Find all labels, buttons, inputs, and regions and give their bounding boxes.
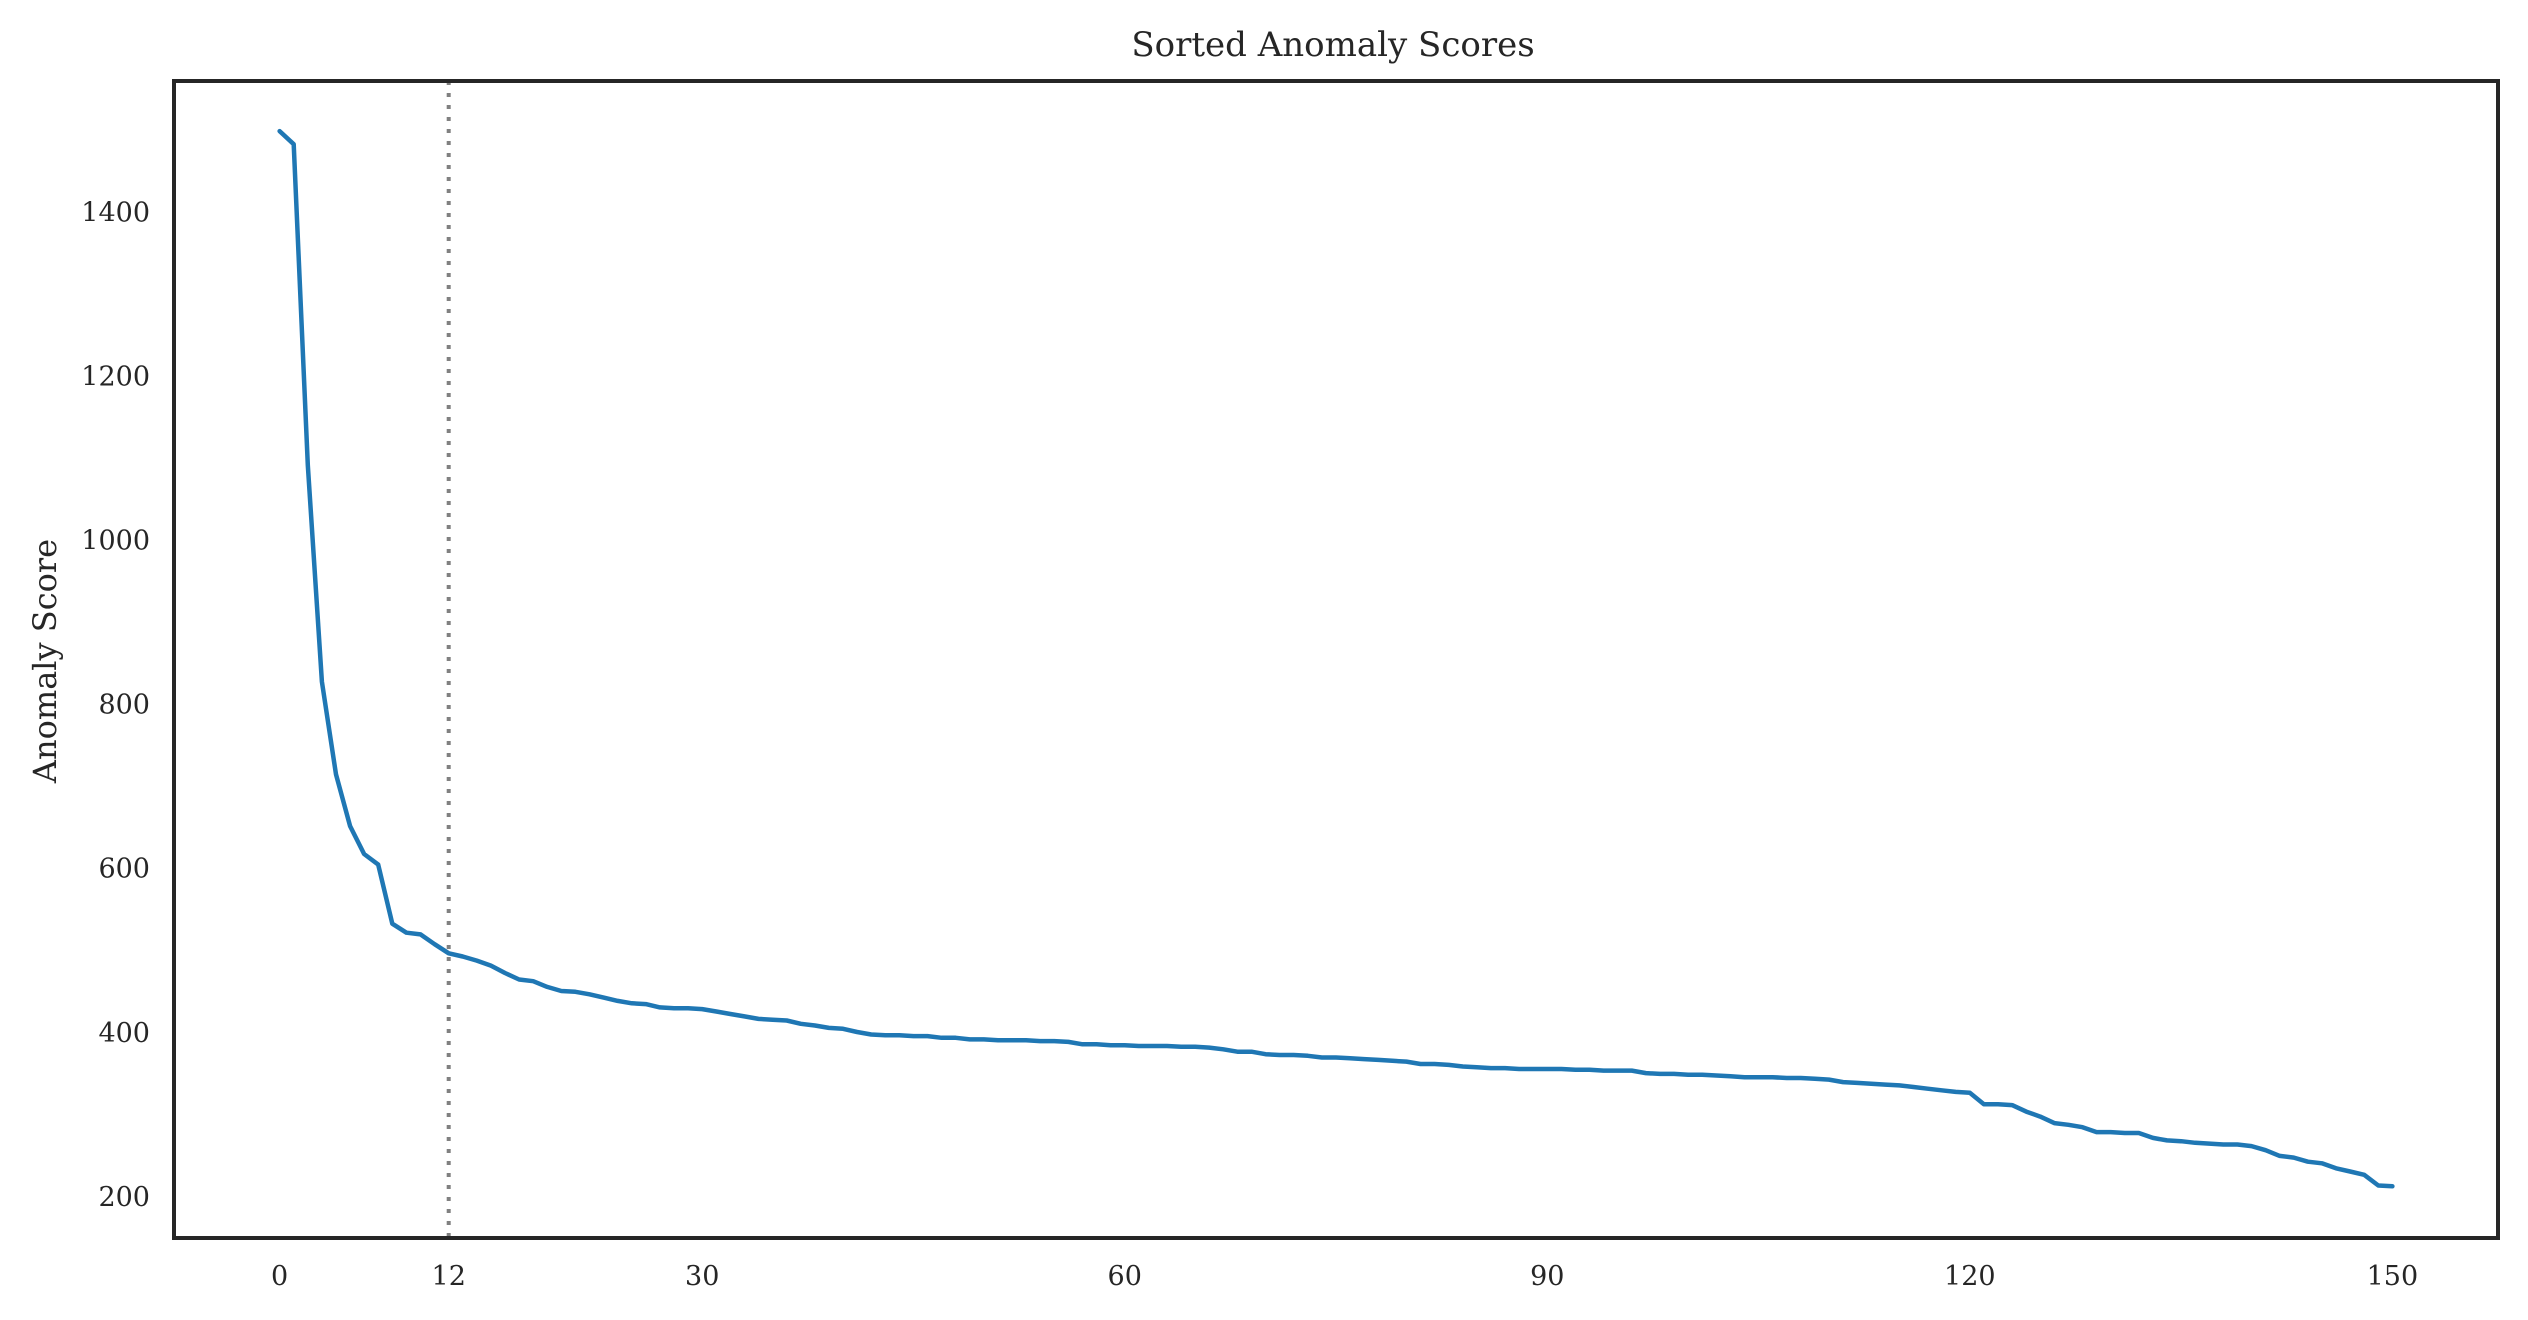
- chart-title: Sorted Anomaly Scores: [1131, 25, 1534, 65]
- x-tick-label: 0: [271, 1261, 288, 1292]
- x-tick-label: 150: [2367, 1261, 2419, 1292]
- x-tick-label: 30: [685, 1261, 719, 1292]
- x-tick-label: 60: [1108, 1261, 1142, 1292]
- y-tick-label: 1200: [81, 361, 150, 392]
- y-tick-label: 1000: [81, 526, 150, 557]
- x-tick-label: 12: [432, 1261, 466, 1292]
- y-tick-label: 1400: [81, 197, 150, 228]
- axis-ticks: 0 12 30 60 90 120 150 200 400 600 800 1000 1200 1400: [81, 197, 2418, 1292]
- plot-area: [277, 81, 2395, 1238]
- y-tick-label: 800: [98, 690, 150, 721]
- y-tick-label: 200: [98, 1182, 150, 1213]
- series-line-0: [277, 128, 2395, 1189]
- x-tick-label: 90: [1530, 1261, 1564, 1292]
- y-tick-label: 400: [98, 1018, 150, 1049]
- x-tick-label: 120: [1944, 1261, 1996, 1292]
- y-tick-label: 600: [98, 854, 150, 885]
- y-axis-label: Anomaly Score: [26, 539, 64, 784]
- plot-frame: [172, 79, 2500, 1240]
